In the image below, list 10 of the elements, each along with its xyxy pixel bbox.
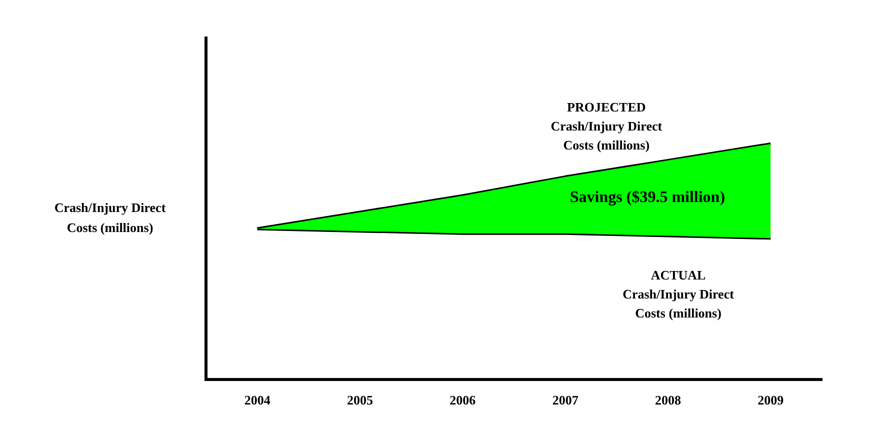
x-tick-label: 2007 <box>552 392 579 408</box>
x-tick-label: 2008 <box>655 392 682 408</box>
series-label: PROJECTED Crash/Injury Direct Costs (millions) <box>550 100 663 153</box>
text: ACTUAL Crash/Injury Direct Costs (millions) <box>622 267 735 320</box>
y-axis-title: Crash/Injury Direct Costs (millions) <box>54 200 166 236</box>
x-tick-label: 2009 <box>758 392 784 408</box>
annotation: Savings ($39.5 million) <box>570 189 726 206</box>
x-tick-label: 2005 <box>347 392 374 408</box>
x-tick-label: 2006 <box>450 392 476 408</box>
x-tick-label: 2004 <box>244 392 271 408</box>
